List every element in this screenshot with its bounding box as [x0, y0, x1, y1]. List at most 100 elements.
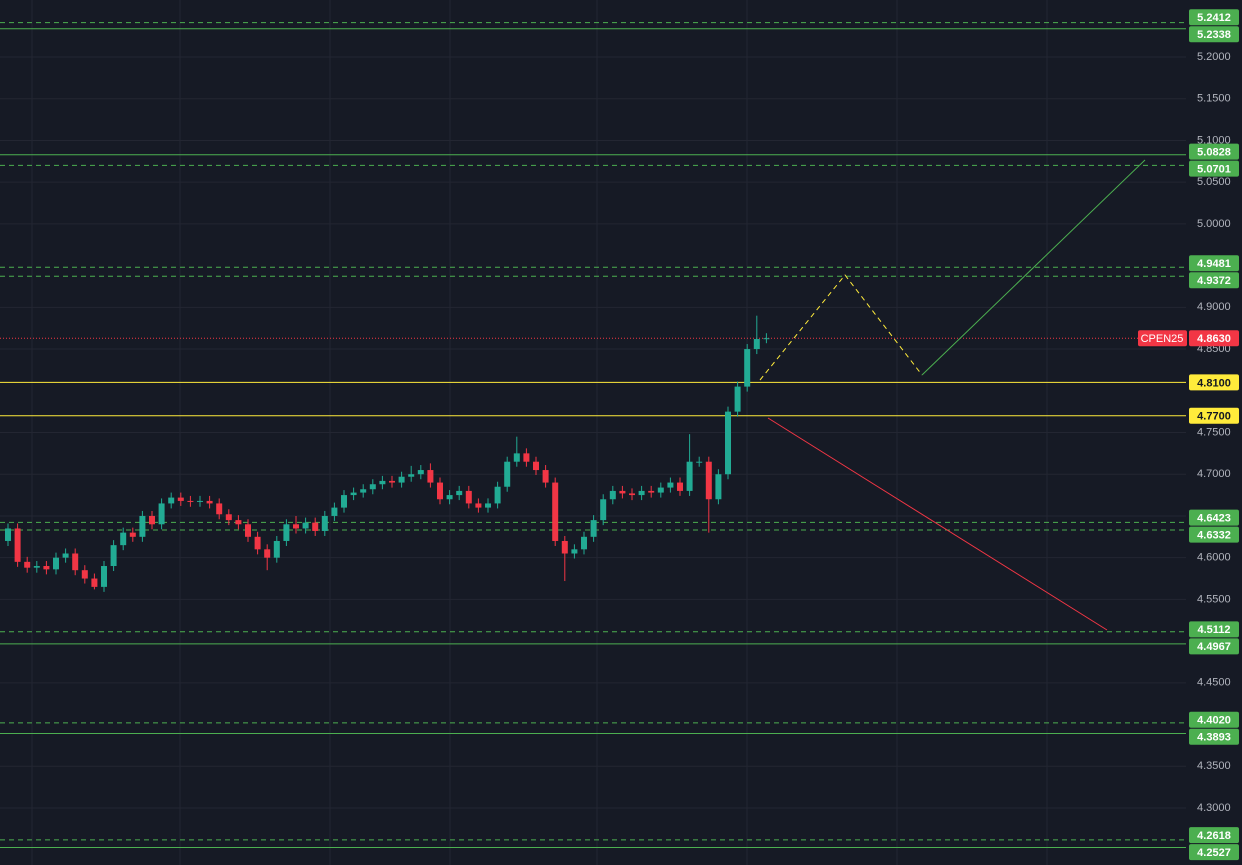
candle-body: [139, 515, 146, 537]
price-tag: [1189, 621, 1239, 638]
candle-body: [417, 470, 424, 475]
price-tag-label: 4.8630: [1197, 333, 1231, 345]
y-tick-label: 5.0000: [1197, 218, 1231, 230]
candle-body: [542, 470, 549, 483]
candle-body: [91, 578, 98, 587]
candle-body: [379, 480, 386, 485]
candle-body: [696, 461, 703, 463]
price-tag-label: 4.4020: [1197, 715, 1231, 727]
candle-body: [475, 503, 482, 508]
y-tick-label: 5.2000: [1197, 51, 1231, 63]
candle-body: [600, 499, 607, 521]
price-tag: [1189, 728, 1239, 745]
candle-body: [744, 349, 751, 387]
candle-body: [609, 490, 616, 500]
candle-body: [360, 489, 367, 493]
candle-body: [638, 490, 645, 496]
price-tag: [1189, 844, 1239, 861]
candle-body: [302, 522, 309, 529]
y-tick-label: 4.9000: [1197, 301, 1231, 313]
price-tag: [1189, 143, 1239, 160]
price-tag-label: 4.9372: [1197, 275, 1231, 287]
y-tick-label: 4.3000: [1197, 802, 1231, 814]
candle-body: [677, 482, 683, 491]
price-tag-label: 4.2527: [1197, 847, 1231, 859]
price-tags: 5.2412 5.2338 5.0828 5.0701 4.9481 4.9372 4.81…: [1138, 9, 1239, 861]
candle-body: [53, 557, 59, 570]
price-tag: [1189, 638, 1239, 655]
price-tag-label: 5.0828: [1197, 146, 1231, 158]
candle-body: [629, 493, 635, 496]
candle-body: [225, 514, 232, 521]
y-tick-label: 5.1000: [1197, 134, 1231, 146]
candle-body: [657, 487, 664, 493]
candle-body: [216, 503, 223, 515]
candle-body: [187, 500, 194, 502]
candle-body: [206, 500, 213, 504]
candle-body: [552, 482, 559, 541]
candle-body: [734, 386, 741, 412]
price-tag-label: 4.7700: [1197, 411, 1231, 423]
y-tick-label: 5.1500: [1197, 93, 1231, 105]
price-tag-label: 4.3893: [1197, 732, 1231, 744]
candle-body: [465, 490, 472, 504]
candle-body: [427, 470, 434, 483]
candle-body: [494, 486, 501, 504]
price-tag-label: 4.6332: [1197, 530, 1231, 542]
candle-body: [504, 461, 511, 487]
candle-body: [331, 507, 338, 516]
candle-body: [571, 549, 578, 554]
candle-body: [62, 553, 69, 558]
candle-body: [485, 503, 491, 508]
candle-body: [293, 524, 299, 529]
price-tag: [1189, 9, 1239, 26]
price-tag-label: 4.8100: [1197, 377, 1231, 389]
candle-body: [753, 339, 760, 350]
price-tag: [1189, 711, 1239, 728]
drawings: [759, 159, 1146, 631]
candle-body: [101, 566, 107, 587]
symbol-tag: [1138, 330, 1187, 347]
candle-body: [369, 484, 376, 490]
candle-body: [667, 482, 674, 488]
candle-body: [245, 524, 251, 537]
candle-body: [590, 520, 597, 537]
y-tick-label: 4.4500: [1197, 677, 1231, 689]
price-tag-label: 4.9481: [1197, 258, 1231, 270]
candle-body: [437, 482, 443, 500]
candle-body: [168, 497, 175, 504]
candle-body: [398, 476, 405, 483]
candle-body: [389, 480, 395, 483]
candle-body: [129, 532, 136, 537]
candle-body: [321, 515, 328, 531]
y-tick-label: 4.5500: [1197, 593, 1231, 605]
candle-body: [350, 492, 357, 496]
price-tag: [1189, 374, 1239, 391]
symbol-tag-label: CPEN25: [1141, 333, 1184, 345]
y-tick-label: 4.7000: [1197, 468, 1231, 480]
candle-body: [686, 461, 693, 491]
candle-body: [14, 528, 21, 562]
candle-body: [158, 503, 165, 525]
y-tick-label: 4.3500: [1197, 760, 1231, 772]
projection-path: [759, 274, 923, 381]
candle-body: [446, 495, 453, 500]
price-tag: [1189, 272, 1239, 289]
price-tag: [1189, 160, 1239, 177]
candle-body: [312, 522, 319, 531]
price-tag: [1189, 330, 1239, 347]
candle-body: [283, 524, 290, 541]
candle-body: [581, 536, 587, 550]
price-tag-label: 5.2412: [1197, 12, 1231, 24]
candles: [5, 315, 770, 592]
candle-body: [5, 528, 11, 541]
candle-body: [523, 453, 530, 462]
price-tag-label: 4.5112: [1197, 624, 1230, 636]
candle-body: [149, 515, 155, 525]
candle-body: [763, 338, 770, 340]
price-tag: [1189, 26, 1239, 43]
candle-body: [72, 553, 79, 571]
candle-body: [561, 540, 568, 554]
